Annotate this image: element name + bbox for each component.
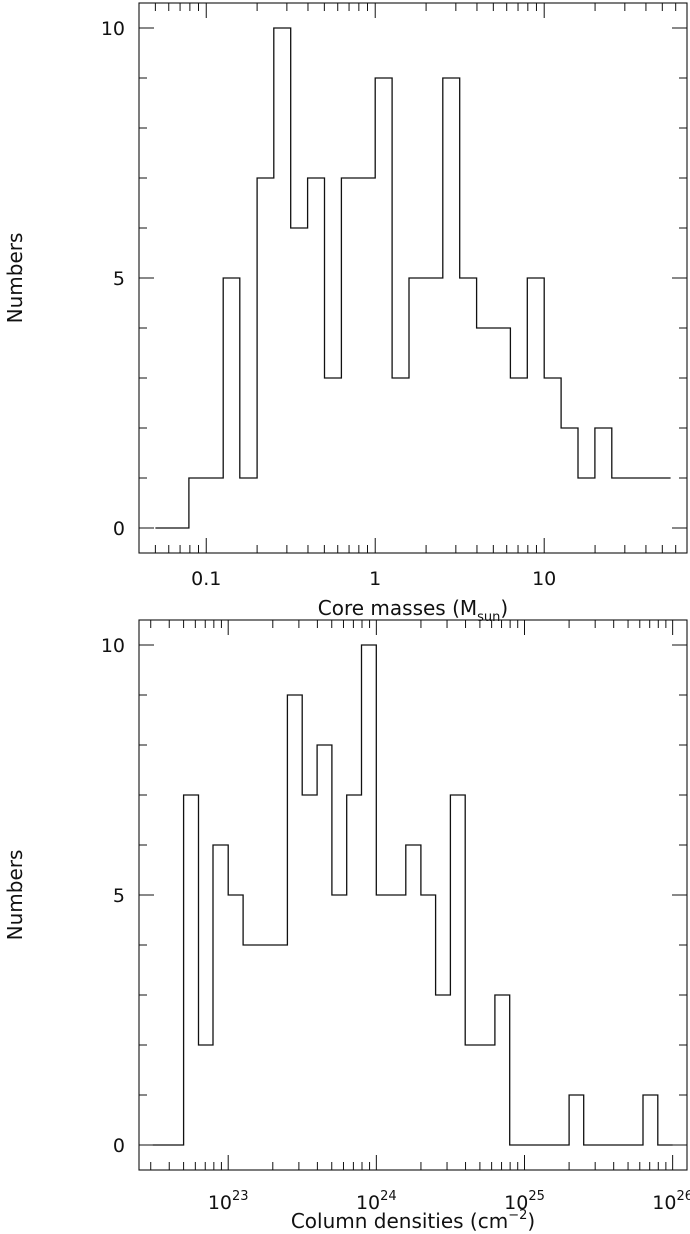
histogram-step-line	[152, 644, 673, 1146]
x-tick-label: 1026	[652, 1189, 690, 1214]
y-axis-title: Numbers	[3, 233, 27, 324]
x-axis-title: Column densities (cm−2)	[291, 1208, 535, 1233]
plot-frame	[138, 619, 688, 1171]
y-tick-label: 5	[113, 885, 125, 907]
x-tick-label: 10	[532, 568, 556, 590]
y-tick-label: 0	[113, 518, 125, 540]
x-tick-label: 1024	[356, 1189, 397, 1214]
y-tick-label: 5	[113, 268, 125, 290]
x-tick-label: 1023	[208, 1189, 249, 1214]
y-tick-label: 10	[101, 18, 125, 40]
panel-core-masses: 0 5 10 0.1 1 10 Numbers Core masses (Msun)	[3, 2, 688, 625]
y-axis-title: Numbers	[3, 850, 27, 941]
panel-column-densities: 0 5 10 1023 1024 1025 1026 Numbers Column densit…	[3, 619, 690, 1233]
x-tick-label: 0.1	[191, 568, 221, 590]
x-tick-label: 1	[369, 568, 381, 590]
x-axis-title: Core masses (Msun)	[318, 596, 508, 625]
histogram-step-line	[155, 27, 671, 529]
x-tick-label: 1025	[504, 1189, 545, 1214]
y-tick-label: 0	[113, 1135, 125, 1157]
y-tick-label: 10	[101, 635, 125, 657]
